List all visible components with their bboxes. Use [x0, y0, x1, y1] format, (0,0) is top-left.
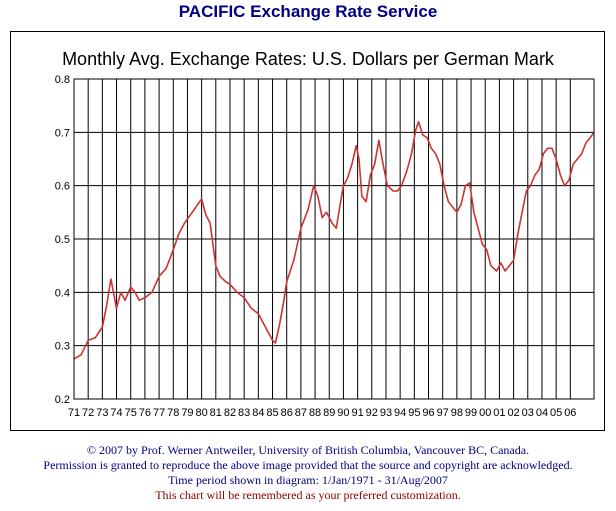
x-tick-label: 74 [110, 407, 122, 419]
permission-text: Permission is granted to reproduce the a… [43, 458, 573, 472]
y-tick-label: 0.6 [55, 181, 70, 193]
y-tick-label: 0.8 [55, 74, 70, 86]
y-tick-label: 0.2 [55, 394, 70, 406]
x-tick-label: 77 [153, 407, 165, 419]
y-tick-label: 0.5 [55, 234, 70, 246]
x-tick-label: 89 [323, 407, 335, 419]
x-tick-label: 73 [96, 407, 108, 419]
customization-note: This chart will be remembered as your pr… [155, 488, 461, 502]
x-tick-label: 72 [82, 407, 94, 419]
y-tick-label: 0.7 [55, 127, 70, 139]
exchange-rate-line [73, 120, 595, 360]
x-tick-label: 98 [451, 407, 463, 419]
x-tick-label: 80 [195, 407, 207, 419]
x-tick-label: 84 [252, 407, 264, 419]
x-tick-label: 05 [550, 407, 562, 419]
x-tick-label: 75 [125, 407, 137, 419]
x-tick-label: 78 [167, 407, 179, 419]
x-tick-label: 76 [139, 407, 151, 419]
x-tick-label: 04 [536, 407, 548, 419]
x-tick-label: 01 [493, 407, 505, 419]
x-tick-label: 83 [238, 407, 250, 419]
service-title: PACIFIC Exchange Rate Service [178, 2, 438, 21]
x-tick-label: 99 [465, 407, 477, 419]
x-tick-label: 95 [408, 407, 420, 419]
x-tick-label: 03 [522, 407, 534, 419]
y-tick-label: 0.3 [55, 341, 70, 353]
x-tick-label: 88 [309, 407, 321, 419]
y-tick-label: 0.4 [55, 287, 70, 299]
exchange-rate-chart: Monthly Avg. Exchange Rates: U.S. Dollar… [55, 49, 595, 419]
x-tick-label: 02 [507, 407, 519, 419]
x-tick-label: 79 [181, 407, 193, 419]
x-tick-label: 71 [68, 407, 80, 419]
x-tick-label: 93 [380, 407, 392, 419]
x-tick-label: 90 [337, 407, 349, 419]
plot-area-border [73, 78, 595, 400]
chart-frame: Monthly Avg. Exchange Rates: U.S. Dollar… [10, 31, 605, 431]
x-tick-label: 92 [366, 407, 378, 419]
x-tick-label: 94 [394, 407, 406, 419]
x-tick-label: 00 [479, 407, 491, 419]
x-tick-label: 87 [295, 407, 307, 419]
chart-title: Monthly Avg. Exchange Rates: U.S. Dollar… [62, 49, 555, 69]
x-tick-label: 86 [281, 407, 293, 419]
copyright-text: © 2007 by Prof. Werner Antweiler, Univer… [86, 443, 530, 457]
x-tick-label: 97 [437, 407, 449, 419]
x-tick-label: 82 [224, 407, 236, 419]
time-period-text: Time period shown in diagram: 1/Jan/1971… [168, 473, 448, 487]
x-tick-label: 06 [564, 407, 576, 419]
x-tick-label: 91 [351, 407, 363, 419]
x-tick-label: 96 [422, 407, 434, 419]
x-tick-label: 81 [210, 407, 222, 419]
x-tick-label: 85 [266, 407, 278, 419]
